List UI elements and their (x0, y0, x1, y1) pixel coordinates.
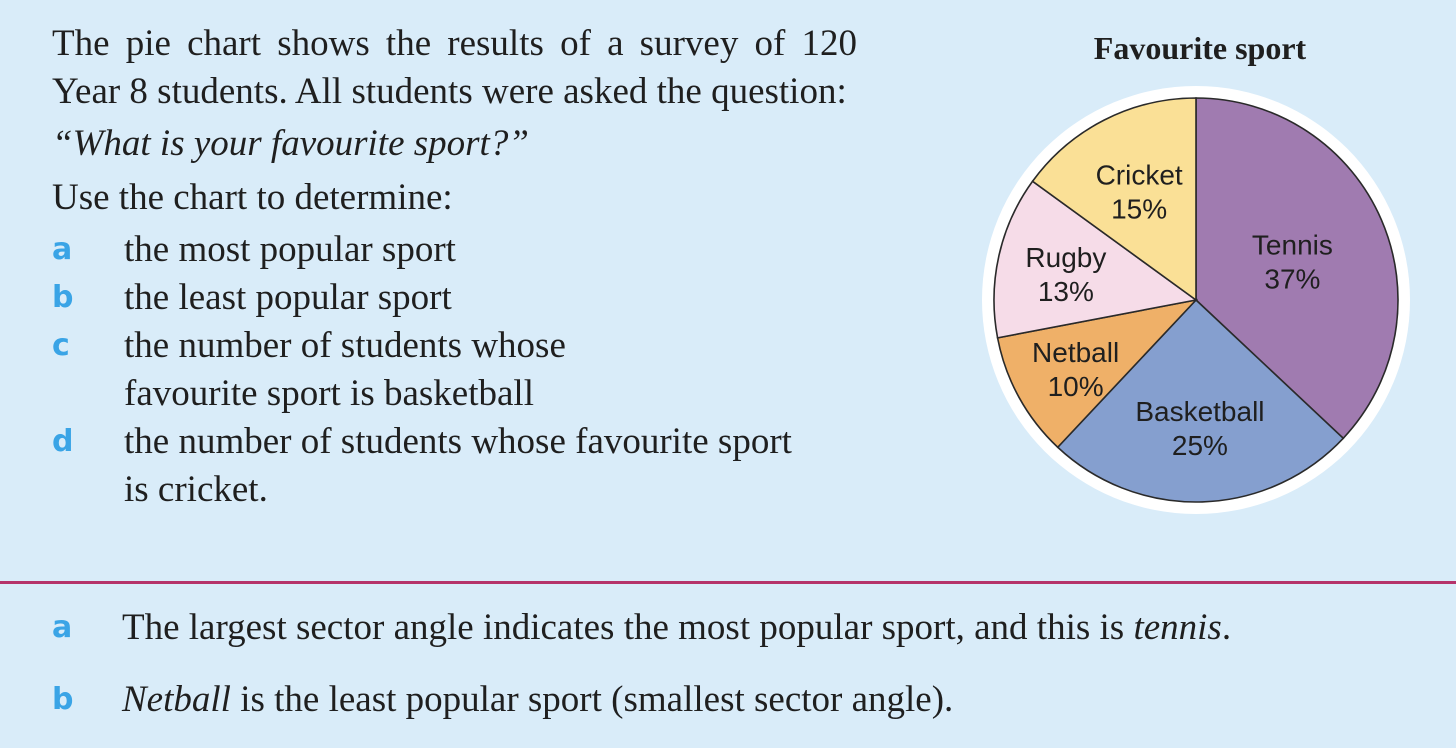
slice-value-basketball: 25% (1172, 430, 1228, 461)
solution-a-pre: The largest sector angle indicates the m… (122, 607, 1134, 648)
question-panel: The pie chart shows the results of a sur… (52, 20, 932, 514)
solution-item-b: b Netball is the least popular sport (sm… (52, 676, 1432, 724)
item-text-c-line1: the number of students whose (124, 325, 566, 366)
question-item-b: b the least popular sport (52, 274, 932, 322)
slice-value-cricket: 15% (1111, 193, 1167, 224)
slice-label-netball: Netball (1032, 337, 1119, 368)
pie-slice-rugby (993, 180, 1198, 339)
solution-panel: a The largest sector angle indicates the… (52, 604, 1432, 748)
survey-question-quote: “What is your favourite sport?” (52, 123, 529, 164)
question-list: a the most popular sport b the least pop… (52, 226, 932, 514)
pie-slice-tennis (1195, 97, 1399, 440)
slice-label-cricket: Cricket (1096, 159, 1183, 190)
item-text-a: the most popular sport (124, 229, 456, 270)
item-text-d: the number of students whose favourite s… (124, 418, 932, 514)
pie-slice-netball (996, 298, 1199, 449)
solution-b-post: is the least popular sport (smallest sec… (230, 679, 954, 720)
slice-value-tennis: 37% (1264, 263, 1320, 294)
solution-a-post: . (1221, 607, 1232, 648)
slice-label-rugby: Rugby (1025, 242, 1106, 273)
solution-text-b: Netball is the least popular sport (smal… (122, 676, 1432, 724)
slice-value-netball: 10% (1048, 371, 1104, 402)
solution-b-answer: Netball (122, 679, 231, 720)
item-letter-d: d (52, 424, 74, 459)
pie-slice-cricket (1031, 97, 1197, 302)
solution-text-a: The largest sector angle indicates the m… (122, 604, 1432, 652)
pie-slices (982, 86, 1410, 514)
slice-label-tennis: Tennis (1252, 229, 1333, 260)
pie-slice-basketball (1056, 298, 1345, 503)
slice-label-basketball: Basketball (1135, 396, 1264, 427)
solution-letter-a: a (52, 610, 73, 645)
solution-a-answer: tennis (1133, 607, 1222, 648)
item-text-c: the number of students whose favourite s… (124, 322, 932, 418)
question-item-a: a the most popular sport (52, 226, 932, 274)
question-item-c: c the number of students whose favourite… (52, 322, 932, 418)
question-instruction: Use the chart to determine: (52, 177, 453, 218)
question-intro: The pie chart shows the results of a sur… (52, 23, 857, 112)
chart-title: Favourite sport (1093, 30, 1307, 66)
section-divider (0, 581, 1456, 584)
solution-letter-b: b (52, 682, 74, 717)
item-text-b: the least popular sport (124, 277, 452, 318)
item-letter-b: b (52, 280, 74, 315)
question-item-d: d the number of students whose favourite… (52, 418, 932, 514)
solution-item-a: a The largest sector angle indicates the… (52, 604, 1432, 652)
item-text-d-line2: is cricket. (124, 469, 268, 510)
item-letter-c: c (52, 328, 70, 363)
slice-value-rugby: 13% (1038, 276, 1094, 307)
item-text-c-line2: favourite sport is basketball (124, 373, 534, 414)
item-text-d-line1: the number of students whose favourite s… (124, 421, 792, 462)
item-letter-a: a (52, 232, 73, 267)
